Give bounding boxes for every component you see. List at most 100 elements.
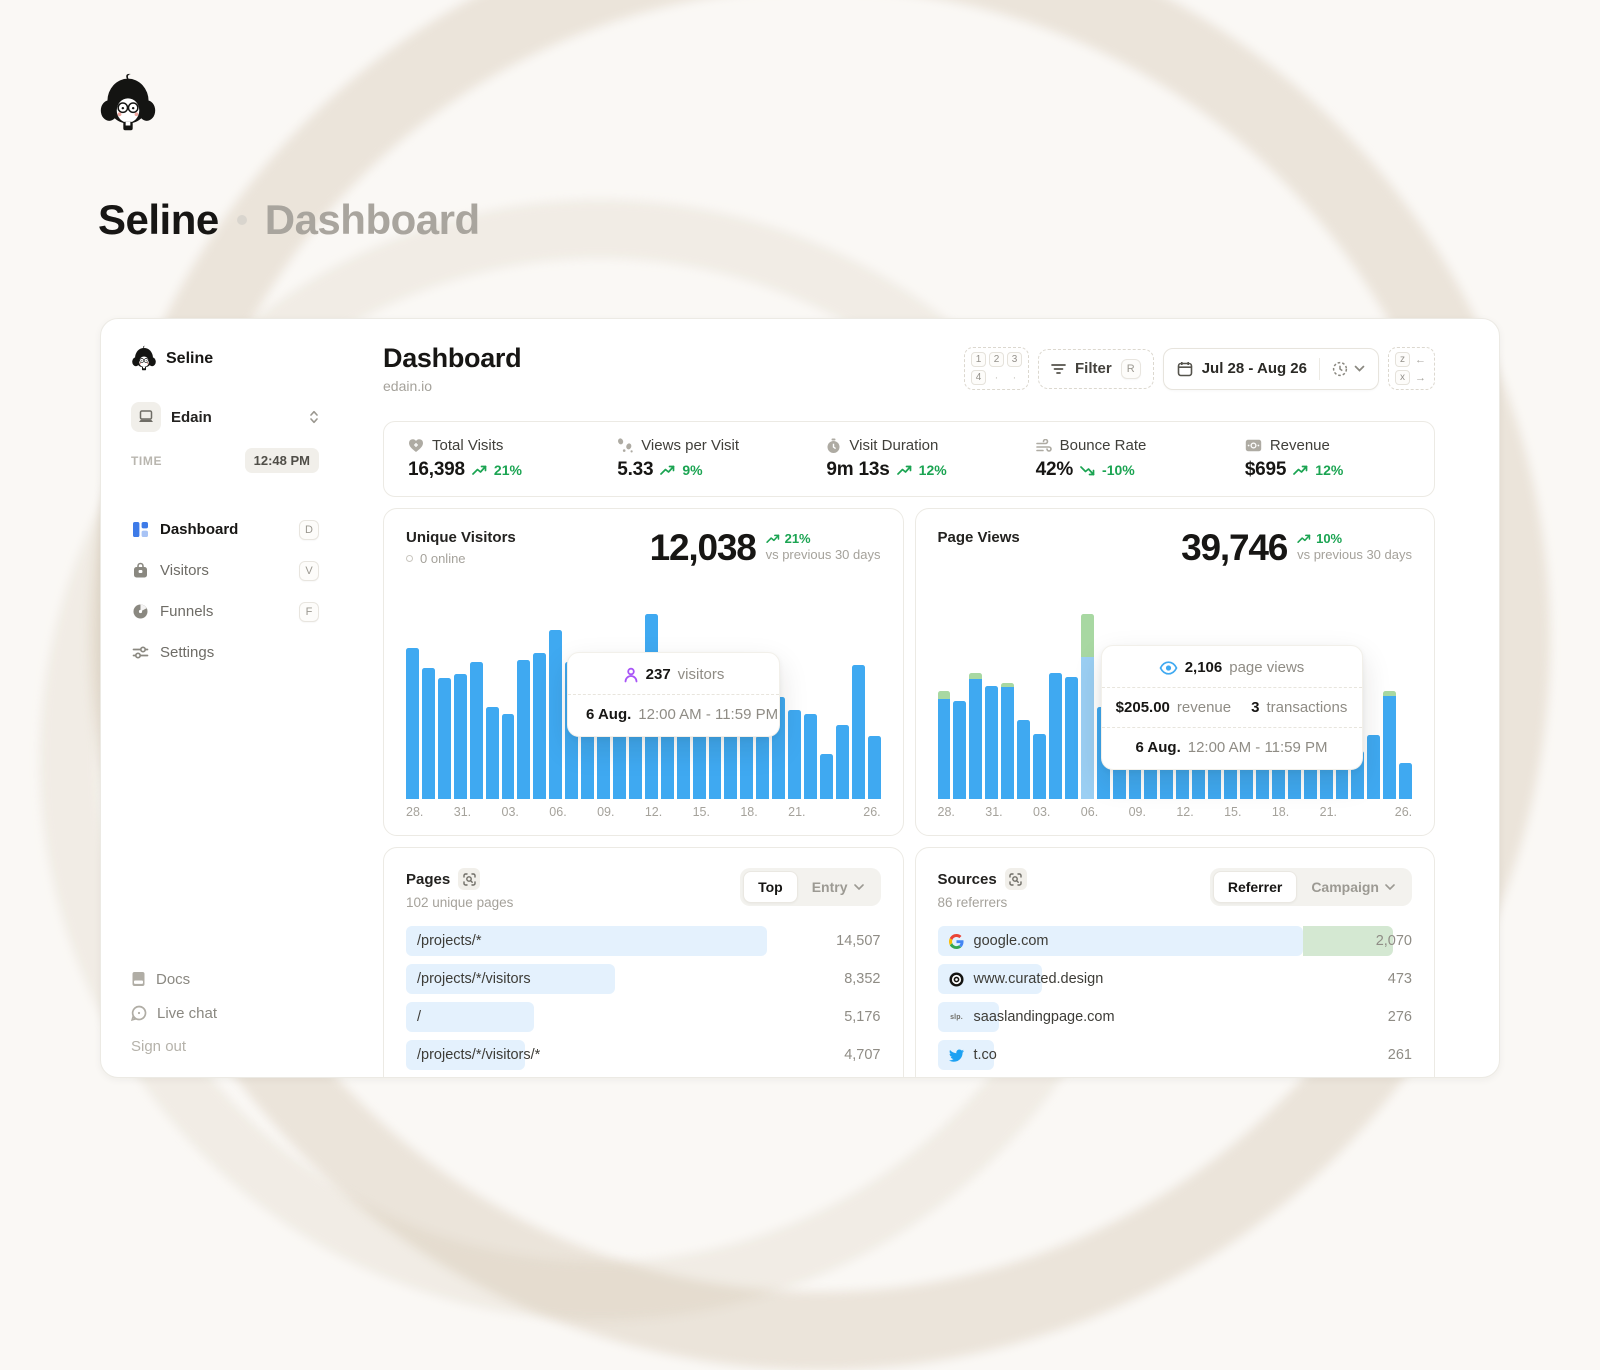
workspace-name: Edain [171,408,212,426]
source-row[interactable]: google.com 2,070 [937,926,1412,956]
stat-label: Views per Visit [641,437,740,454]
x-axis-label [440,805,451,821]
chart-bar[interactable] [819,614,833,799]
x-axis-label [1197,805,1208,821]
chart-bar[interactable] [804,614,817,799]
x-axis-label: 15. [1224,805,1242,819]
workspace-selector[interactable]: Edain [131,402,319,432]
tab-top[interactable]: Top [743,871,798,903]
x-axis-label [1149,805,1160,821]
chart-bar[interactable] [1367,614,1381,799]
chart-bar[interactable] [406,614,419,799]
x-axis-label [1306,805,1317,821]
chart-bar[interactable] [756,614,770,799]
sidebar-brand[interactable]: Seline [131,345,319,372]
pages-panel: Pages 102 unique pages Top Entry [383,847,904,1077]
chart-bar[interactable] [1017,614,1031,799]
scan-search-icon[interactable] [458,868,481,890]
stat-value: $695 [1244,459,1287,480]
sources-view-toggle: Referrer Campaign [1209,868,1412,906]
chart-bar[interactable] [501,614,515,799]
page-title: Seline Dashboard [98,196,480,244]
date-range-picker[interactable]: Jul 28 - Aug 26 [1162,347,1379,390]
chart-bar[interactable] [953,614,967,799]
chart-bar[interactable] [517,614,531,799]
time-value-badge: 12:48 PM [244,448,319,473]
chart-bar[interactable] [851,614,865,799]
stats-summary-bar: Total Visits 16,398 21% Views per Visit … [383,421,1435,497]
page-row[interactable]: /projects/*/visitors 8,352 [406,964,881,994]
live-chat-link[interactable]: Live chat [131,996,319,1030]
filter-button[interactable]: Filter R [1038,348,1154,389]
tab-entry[interactable]: Entry [798,872,878,902]
pages-view-toggle: Top Entry [740,868,881,906]
header-controls: 1 2 3 4 · · Filter R [964,347,1435,390]
chart-bar[interactable] [549,614,563,799]
x-axis-label [1367,805,1378,821]
docs-label: Docs [156,970,191,988]
x-axis-label [822,805,833,821]
source-row[interactable]: t.co 261 [937,1040,1412,1070]
x-axis-label [1053,805,1064,821]
stat-views-per-visit: Views per Visit 5.33 9% [595,437,804,481]
chart-bar[interactable] [1001,614,1015,799]
shortcut-key-badge: F [299,601,319,622]
x-axis-label: 03. [1033,805,1051,819]
chart-bar[interactable] [1033,614,1046,799]
tab-referrer[interactable]: Referrer [1212,871,1298,903]
sidebar-item-funnels[interactable]: Funnels F [131,593,319,630]
source-row[interactable]: slp. saaslandingpage.com 276 [937,1002,1412,1032]
source-domain: www.curated.design [973,971,1104,987]
page-row[interactable]: / 5,176 [406,1002,881,1032]
x-axis-label: 31. [985,805,1003,819]
x-axis-label [1381,805,1392,821]
chart-bar[interactable] [1080,614,1094,799]
tooltip-transactions: 3 [1251,699,1260,716]
chart-bar[interactable] [985,614,999,799]
section-title: Dashboard [264,196,480,243]
chart-bar[interactable] [421,614,435,799]
chart-bar[interactable] [788,614,802,799]
x-axis-label [1019,805,1030,821]
source-count: 473 [1387,971,1412,987]
sidebar-item-visitors[interactable]: Visitors V [131,552,319,589]
x-axis-label: 06. [1080,805,1099,819]
chart-bar[interactable] [1048,614,1062,799]
time-row: TIME 12:48 PM [131,448,319,473]
docs-link[interactable]: Docs [131,962,319,996]
page-path: /projects/*/visitors [417,971,531,987]
page-row-bar [406,964,615,994]
source-row[interactable]: www.curated.design 473 [937,964,1412,994]
chart-bar[interactable] [1383,614,1397,799]
chart-bar[interactable] [533,614,547,799]
chart-bar[interactable] [485,614,499,799]
x-axis-label [972,805,983,821]
chart-bar[interactable] [969,614,983,799]
sidebar-item-settings[interactable]: Settings [131,634,319,671]
page-row[interactable]: /projects/*/visitors/* 4,707 [406,1040,881,1070]
chart-bar[interactable] [867,614,881,799]
chart-bar[interactable] [1064,614,1078,799]
sign-out-link[interactable]: Sign out [131,1038,187,1055]
book-icon [132,972,145,986]
filter-label: Filter [1075,360,1112,377]
main-content: Dashboard edain.io 1 2 3 4 · · [383,319,1499,1077]
sidebar-item-dashboard[interactable]: Dashboard D [131,511,319,548]
chart-bar[interactable] [835,614,849,799]
x-axis-label [850,805,861,821]
trend-up-icon [660,465,675,475]
chart-bar[interactable] [1399,614,1413,799]
page-row[interactable]: /projects/* 14,507 [406,926,881,956]
scan-search-icon[interactable] [1004,868,1027,890]
key-3: 3 [1007,352,1022,367]
wind-icon [1035,438,1052,452]
chart-bar[interactable] [469,614,483,799]
online-status: 0 online [406,551,516,566]
stat-change: 9% [682,462,703,478]
chart-bar[interactable] [937,614,951,799]
chart-bar[interactable] [453,614,467,799]
chart-bar[interactable] [437,614,451,799]
online-dot-icon [406,555,413,562]
stat-label: Bounce Rate [1059,437,1147,454]
tab-campaign[interactable]: Campaign [1297,872,1409,902]
